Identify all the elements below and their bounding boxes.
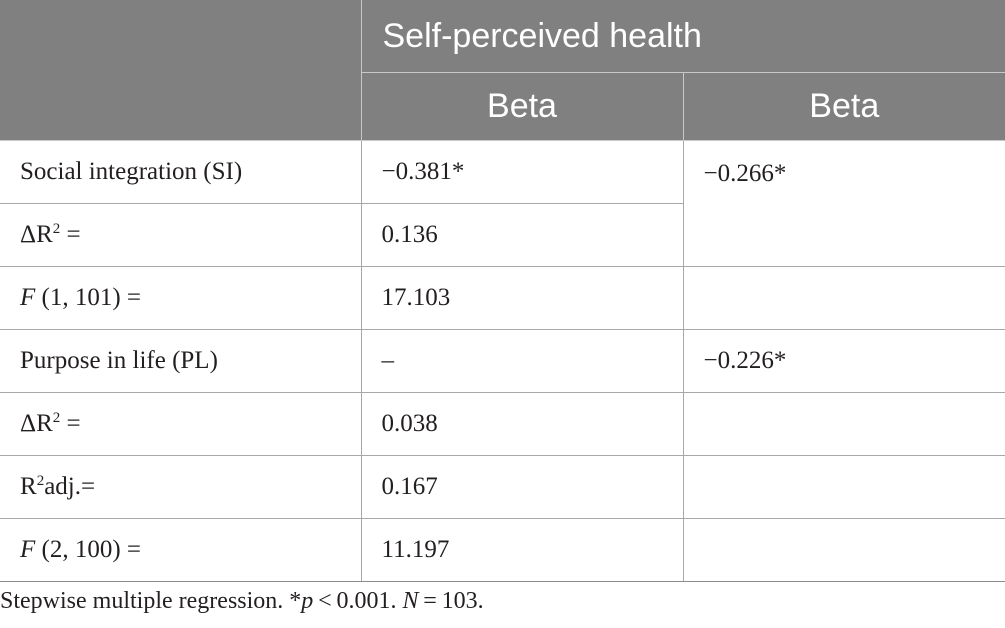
table-row: F (1, 101) = 17.103 [0,266,1005,330]
row-label-f-2-100: F (2, 100) = [0,518,362,582]
row-label-social-integration: Social integration (SI) [0,140,362,204]
cell-step2-r2-adj [682,455,1005,519]
row-label-delta-r2: ΔR2 = [0,203,362,267]
row-label-delta-r2: ΔR2 = [0,392,362,456]
superscript-2: 2 [52,410,61,426]
equals-text: = [60,221,81,248]
header-corner-empty [0,0,362,141]
delta-r-text: ΔR [20,221,53,248]
f-df-text: (1, 101) = [35,284,142,311]
table-footnote: Stepwise multiple regression. *p < 0.001… [0,588,484,615]
footnote-p-value: < 0.001. [313,588,403,614]
cell-step1-beta-pl: – [360,329,684,393]
footnote-n-symbol: N [402,588,419,614]
cell-step1-f: 17.103 [360,266,684,330]
f-df-text: (2, 100) = [35,536,142,563]
cell-step1-beta-si: −0.381* [360,140,684,204]
table-row: ΔR2 = 0.038 [0,392,1005,456]
table-row: Purpose in life (PL) – −0.226* [0,329,1005,393]
cell-step2-f-2-100 [682,518,1005,582]
footnote-p-symbol: p [301,588,314,614]
cell-delta-r2-pl: 0.038 [360,392,684,456]
cell-step1-delta-r2: 0.136 [360,203,684,267]
cell-step2-delta-r2-pl [682,392,1005,456]
header-beta-step1: Beta [360,72,684,141]
row-label-purpose-in-life: Purpose in life (PL) [0,329,362,393]
table-row: ΔR2 = 0.136 [0,203,1005,267]
header-beta-step2: Beta [682,72,1005,141]
superscript-2: 2 [52,221,61,237]
superscript-2: 2 [36,473,45,489]
table-row: R2adj.= 0.167 [0,455,1005,519]
table-row: F (2, 100) = 11.197 [0,518,1005,582]
delta-r-text: ΔR [20,410,53,437]
equals-text: = [60,410,81,437]
r-text: R [20,473,37,500]
row-label-f-1-101: F (1, 101) = [0,266,362,330]
footnote-n-value: = 103. [418,588,484,614]
regression-table: Self-perceived health Beta Beta Social i… [0,0,1005,582]
cell-f-2-100: 11.197 [360,518,684,582]
f-statistic-symbol: F [20,536,36,563]
table-row: Social integration (SI) −0.381* −0.266* [0,140,1005,267]
cell-step2-f-1-101 [682,266,1005,330]
header-self-perceived-health: Self-perceived health [360,0,1005,73]
cell-step2-beta-pl: −0.226* [682,329,1005,393]
cell-r2-adj: 0.167 [360,455,684,519]
row-label-r2-adj: R2adj.= [0,455,362,519]
footnote-method: Stepwise multiple regression. * [0,588,302,614]
f-statistic-symbol: F [20,284,36,311]
adj-equals-text: adj.= [44,473,96,500]
cell-step2-beta-si: −0.266* [682,140,1005,267]
